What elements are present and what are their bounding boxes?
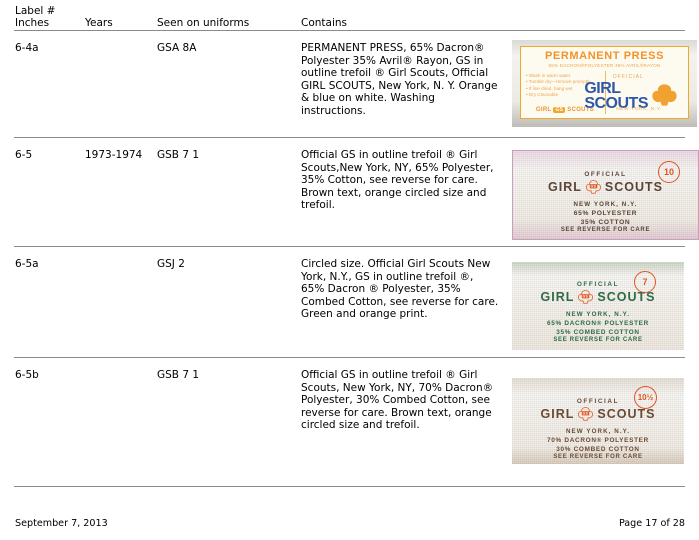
label-brand-line2: SCOUTS [584,95,648,112]
label-brand-left: GIRL [540,407,575,421]
label-gs-footer: GIRL GS SCOUTS [525,107,605,113]
label-divider [604,71,606,114]
label-photo-permanent-press: PERMANENT PRESS 65% DACRON®POLYESTER 35%… [512,40,697,127]
label-brand: GIRL GS SCOUTS [512,407,684,421]
label-gs-footer-right: SCOUTS [567,107,595,113]
label-brand: GIRL GS SCOUTS [513,180,698,194]
cell-seen-on-uniforms: GSJ 2 [157,258,185,270]
label-brand-line1: GIRL [584,80,621,97]
label-brand-left: GIRL [540,290,575,304]
label-city: NEW YORK, N.Y. [616,107,662,112]
row-divider [14,357,685,358]
label-brand-right: SCOUTS [604,180,663,194]
cell-label-number: 6-4a [15,42,39,54]
cell-contains: Official GS in outline trefoil ® Girl Sc… [301,149,494,212]
svg-text:GS: GS [591,185,597,189]
trefoil-icon: GS [577,407,594,421]
fabric-texture [512,262,684,350]
footer-divider [14,486,685,487]
label-fiber-content: 65% DACRON®POLYESTER 35% AVRIL®RAYON [548,63,661,68]
label-photo-size-10: OFFICIAL GIRL GS SCOUTS NEW YORK, N.Y. 65%… [512,150,699,240]
label-city: NEW YORK, N.Y. [573,201,638,208]
label-official: OFFICIAL [612,74,644,80]
cell-label-number: 6-5 [15,149,33,161]
label-fiber-content: 70% DACRON® POLYESTER 30% COMBED COTTON [547,437,649,453]
column-header-seen-on-uniforms: Seen on uniforms [157,16,250,29]
label-size-badge: 10 [658,161,680,183]
trefoil-mark-icon: GS [553,107,566,113]
label-official: OFFICIAL [576,281,620,288]
column-header-years: Years [85,16,113,29]
label-brand-right: SCOUTS [597,290,656,304]
column-header-label-number: Label # Inches [15,5,56,29]
trefoil-icon: GS [585,180,602,194]
cell-contains: Circled size. Official Girl Scouts New Y… [301,258,499,321]
cell-years: 1973-1974 [85,149,143,161]
table-row: 6-5b GSB 7 1 Official GS in outline tref… [0,369,699,467]
label-size-badge: 7 [634,271,656,293]
cell-contains: PERMANENT PRESS, 65% Dacron® Polyester 3… [301,42,498,117]
label-border: PERMANENT PRESS 65% DACRON®POLYESTER 35%… [520,46,689,119]
table-row: 6-4a GSA 8A PERMANENT PRESS, 65% Dacron®… [0,42,699,137]
label-size-badge: 10½ [634,386,657,409]
label-brand: GIRL GS SCOUTS [512,290,684,304]
label-gs-footer-left: GIRL [535,107,552,113]
photo-tint [512,262,684,350]
cell-seen-on-uniforms: GSB 7 1 [157,369,200,381]
label-fiber-content: 65% DACRON® POLYESTER 35% COMBED COTTON [547,320,649,336]
label-city: NEW YORK, N.Y. [565,428,631,435]
cell-seen-on-uniforms: GSB 7 1 [157,149,200,161]
table-header: Label # Inches Years Seen on uniforms Co… [0,5,699,30]
header-divider [14,30,685,31]
cell-label-number: 6-5b [15,369,39,381]
table-row: 6-5 1973-1974 GSB 7 1 Official GS in out… [0,149,699,244]
label-official: OFFICIAL [576,398,620,405]
table-row: 6-5a GSJ 2 Circled size. Official Girl S… [0,258,699,356]
footer-page-number: Page 17 of 28 [618,518,685,529]
label-photo-size-7: OFFICIAL GIRL GS SCOUTS NEW YORK, N.Y. 65%… [512,262,684,350]
label-reverse-care: SEE REVERSE FOR CARE [553,337,643,343]
label-brand-right: SCOUTS [597,407,656,421]
footer-date: September 7, 2013 [15,518,108,529]
label-fiber-content: 65% POLYESTER 35% COTTON [573,210,638,226]
cell-label-number: 6-5a [15,258,39,270]
label-reverse-care: SEE REVERSE FOR CARE [553,454,643,460]
column-header-contains: Contains [301,16,348,29]
svg-text:GS: GS [583,295,589,299]
label-brand: GIRL SCOUTS [584,80,648,112]
row-divider [14,137,685,138]
trefoil-icon [652,84,677,106]
label-reverse-care: SEE REVERSE FOR CARE [560,227,651,233]
label-official: OFFICIAL [584,171,627,178]
label-care-instructions: • Wash in warm water • Tumble dry—remove… [526,73,591,98]
label-city: NEW YORK, N.Y. [565,311,631,318]
label-title: PERMANENT PRESS [544,50,665,62]
label-photo-size-10-half: OFFICIAL GIRL GS SCOUTS NEW YORK, N.Y. 70%… [512,378,684,464]
cell-contains: Official GS in outline trefoil ® Girl Sc… [301,369,494,432]
cell-seen-on-uniforms: GSA 8A [157,42,197,54]
trefoil-icon: GS [577,290,594,304]
svg-text:GS: GS [583,412,589,416]
row-divider [14,246,685,247]
label-brand-left: GIRL [548,180,582,194]
